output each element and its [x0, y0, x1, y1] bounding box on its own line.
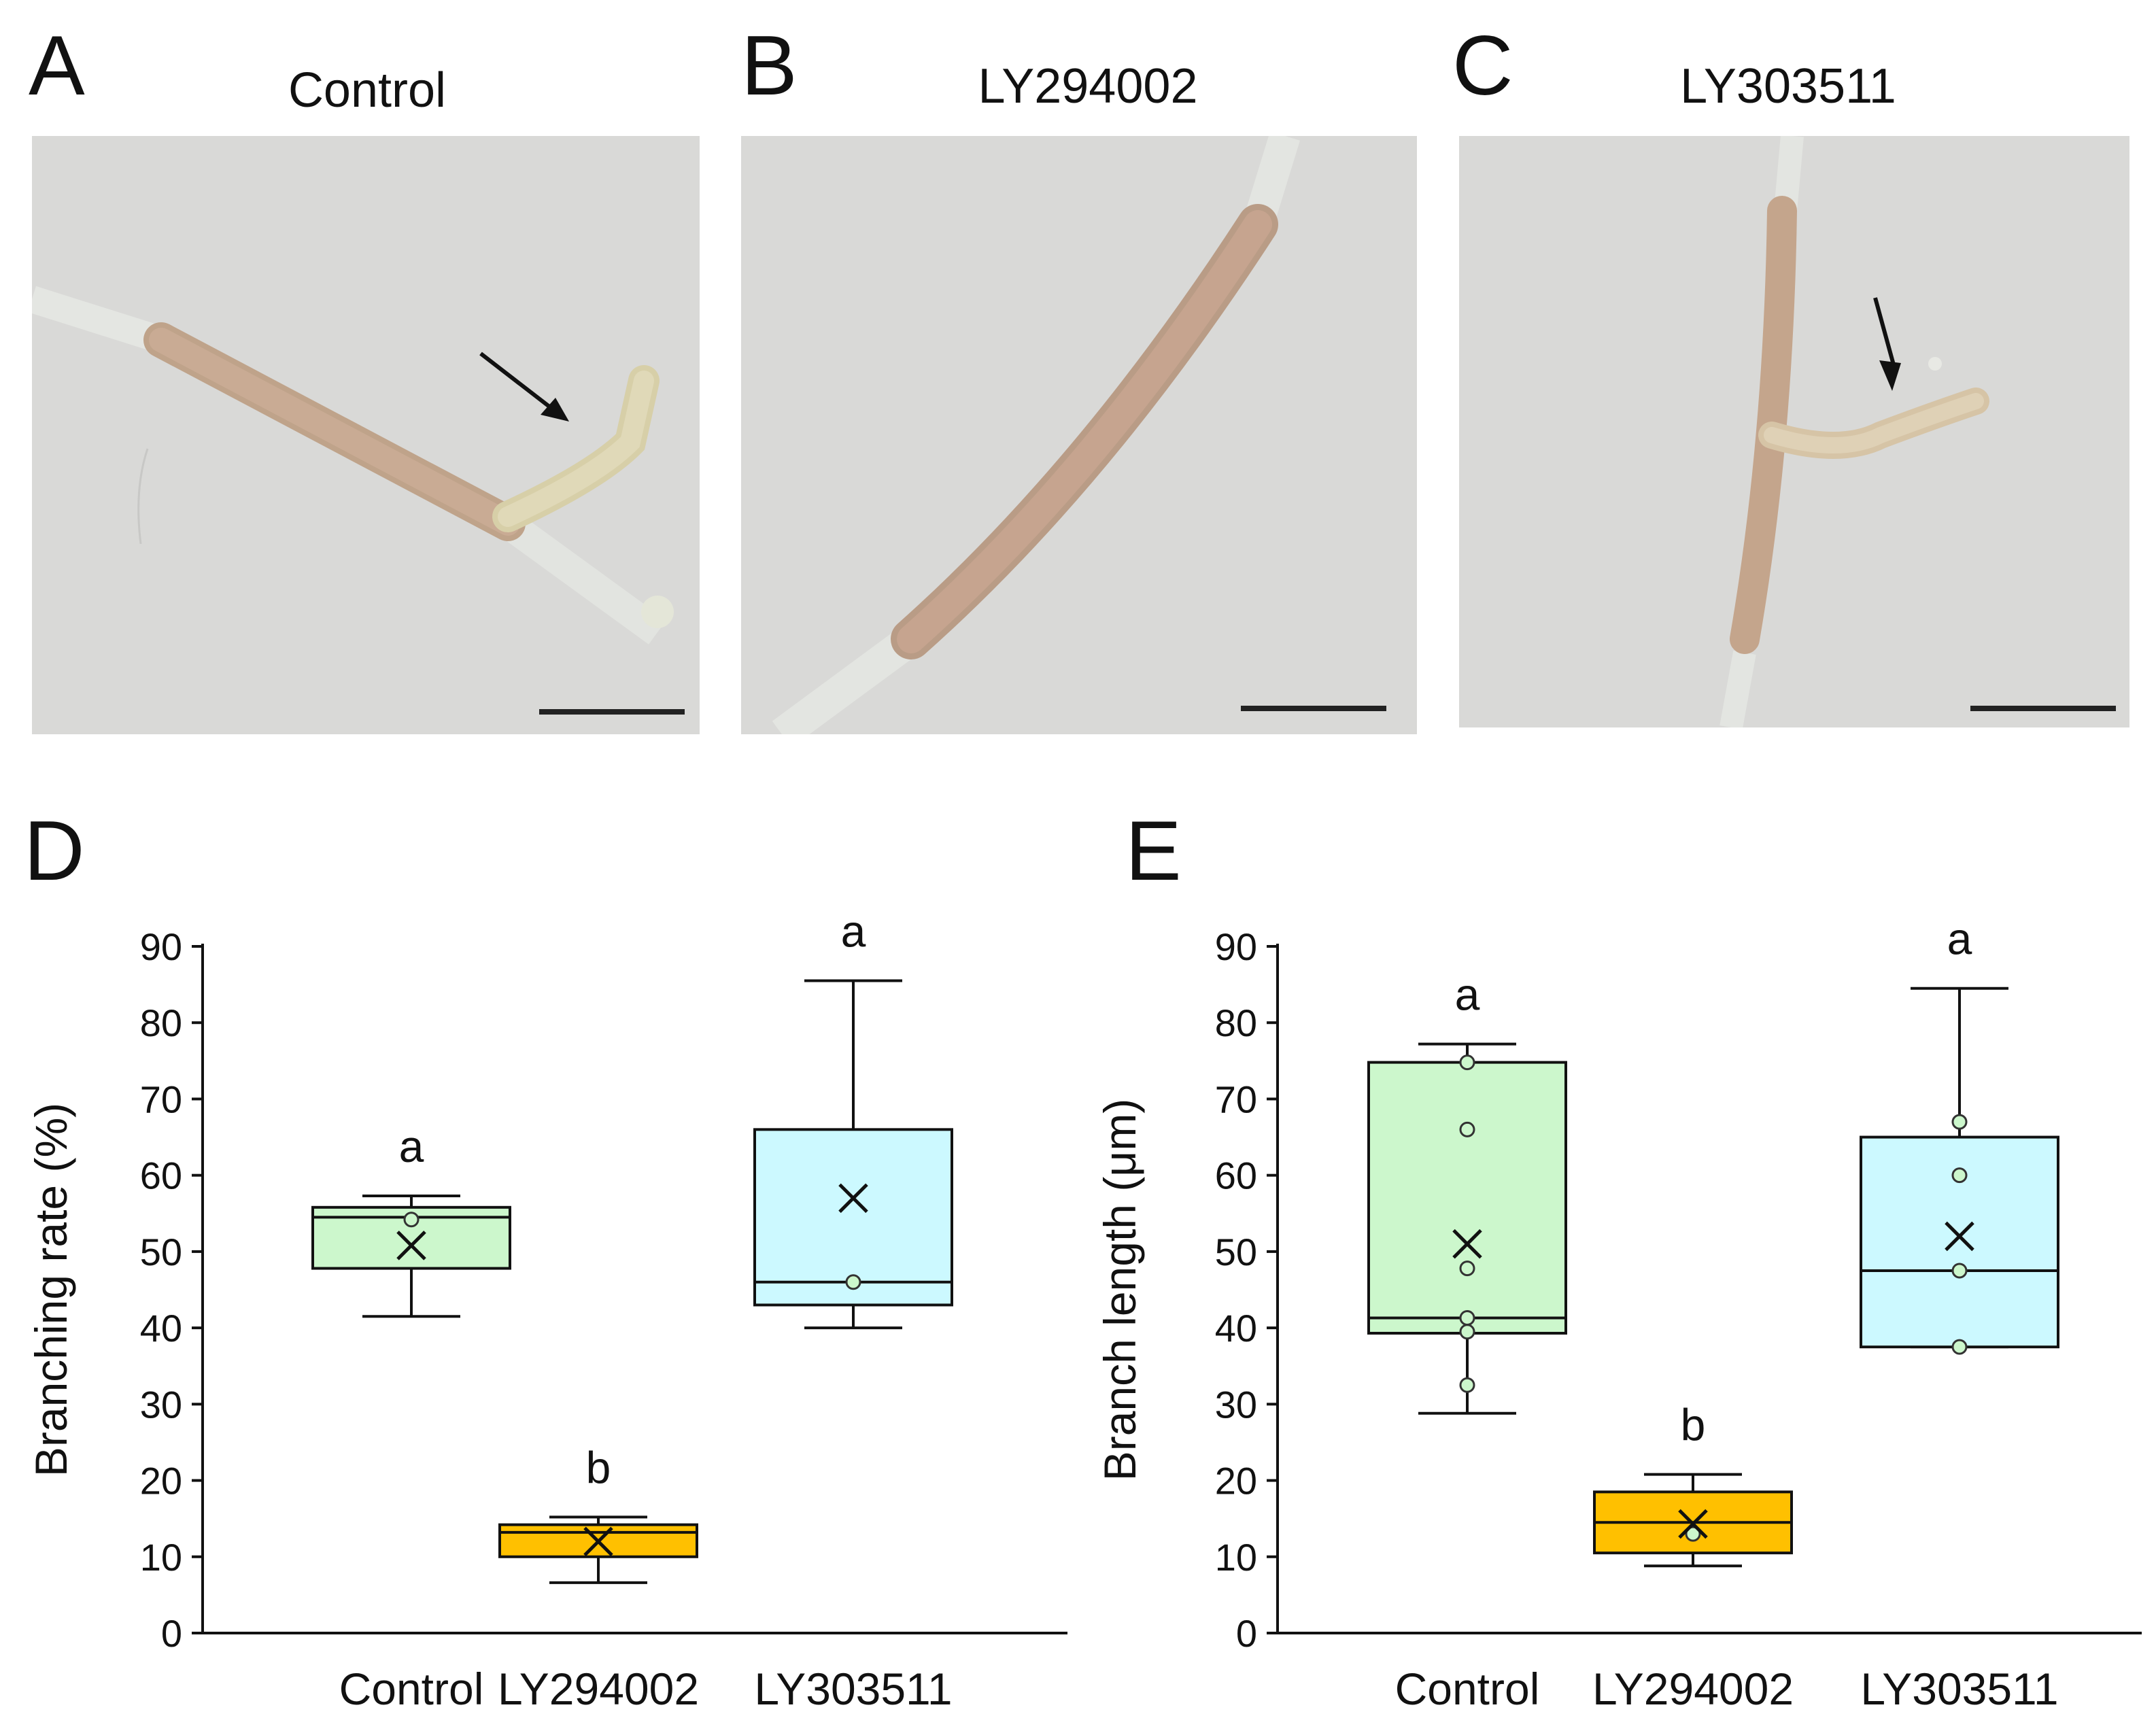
- mean-marker: [1452, 1229, 1482, 1259]
- data-point: [1459, 1377, 1475, 1393]
- panel-letter-b: B: [741, 19, 798, 113]
- y-tick-label: 10: [140, 1536, 182, 1579]
- x-tick-label: LY294002: [1592, 1664, 1794, 1714]
- significance-letter: b: [586, 1442, 611, 1492]
- y-tick-label: 70: [140, 1078, 182, 1120]
- significance-letter: b: [1681, 1400, 1706, 1450]
- y-tick-label: 40: [140, 1307, 182, 1350]
- significance-letter: a: [841, 906, 866, 957]
- data-point: [1685, 1526, 1701, 1542]
- y-tick-label: 40: [1215, 1307, 1257, 1350]
- x-tick-label: Control: [339, 1664, 484, 1714]
- x-tick-label: LY303511: [754, 1664, 952, 1714]
- y-tick-label: 60: [140, 1154, 182, 1197]
- mean-marker: [396, 1231, 426, 1260]
- panel-letter-c: C: [1452, 19, 1513, 113]
- data-point: [1459, 1310, 1475, 1326]
- y-tick-label: 80: [140, 1001, 182, 1044]
- panel-letter-d: D: [24, 804, 85, 898]
- micrograph-ly303511: [1459, 136, 2129, 727]
- y-tick-label: 50: [1215, 1231, 1257, 1273]
- panel-letter-e: E: [1125, 804, 1182, 898]
- y-tick-label: 20: [140, 1460, 182, 1503]
- x-tick-label: LY303511: [1860, 1664, 2058, 1714]
- data-point: [1459, 1121, 1475, 1137]
- data-point: [845, 1274, 861, 1290]
- panel-title-c: LY303511: [1680, 59, 1896, 114]
- data-point: [1951, 1114, 1968, 1130]
- y-tick-label: 50: [140, 1231, 182, 1273]
- significance-letter: a: [1455, 970, 1480, 1020]
- y-axis-label: Branching rate (%): [26, 1103, 76, 1477]
- panel-title-b: LY294002: [978, 59, 1198, 114]
- y-tick-label: 80: [1215, 1001, 1257, 1044]
- significance-letter: a: [1947, 914, 1972, 964]
- y-tick-label: 70: [1215, 1078, 1257, 1120]
- y-tick-label: 30: [1215, 1383, 1257, 1426]
- x-tick-label: Control: [1395, 1664, 1540, 1714]
- mean-marker: [838, 1183, 868, 1214]
- y-tick-label: 10: [1215, 1536, 1257, 1579]
- box-control: [1367, 1061, 1567, 1335]
- data-point: [1459, 1324, 1475, 1340]
- panel-title-a: Control: [288, 63, 447, 118]
- mean-marker: [1945, 1221, 1974, 1252]
- box-plot-branching-rate: Branching rate (%) 0 10 20 30 40 50 60 70 80 90 a Co…: [26, 906, 1067, 1714]
- y-tick-label: 90: [140, 925, 182, 968]
- micrograph-control: [32, 136, 700, 734]
- y-axis-label: Branch length (μm): [1095, 1099, 1145, 1481]
- y-tick-label: 90: [1215, 925, 1257, 968]
- significance-letter: a: [399, 1121, 424, 1171]
- y-tick-label: 30: [140, 1383, 182, 1426]
- y-tick-label: 0: [1236, 1612, 1257, 1655]
- y-tick-label: 60: [1215, 1154, 1257, 1197]
- micrograph-ly294002: [741, 136, 1417, 734]
- y-tick-label: 20: [1215, 1460, 1257, 1503]
- mean-marker: [1678, 1509, 1708, 1539]
- data-point: [1951, 1263, 1968, 1279]
- data-point: [1951, 1339, 1968, 1355]
- box-plot-branch-length: Branch length (μm) 0 10 20 30 40 50 60 70 80 90 a Co…: [1095, 914, 2142, 1714]
- data-point: [1459, 1054, 1475, 1071]
- y-tick-label: 0: [161, 1612, 182, 1655]
- data-point: [1951, 1167, 1968, 1184]
- data-point: [403, 1212, 420, 1228]
- mean-marker: [583, 1526, 613, 1557]
- data-point: [1459, 1260, 1475, 1277]
- panel-letter-a: A: [29, 19, 85, 113]
- x-tick-label: LY294002: [498, 1664, 699, 1714]
